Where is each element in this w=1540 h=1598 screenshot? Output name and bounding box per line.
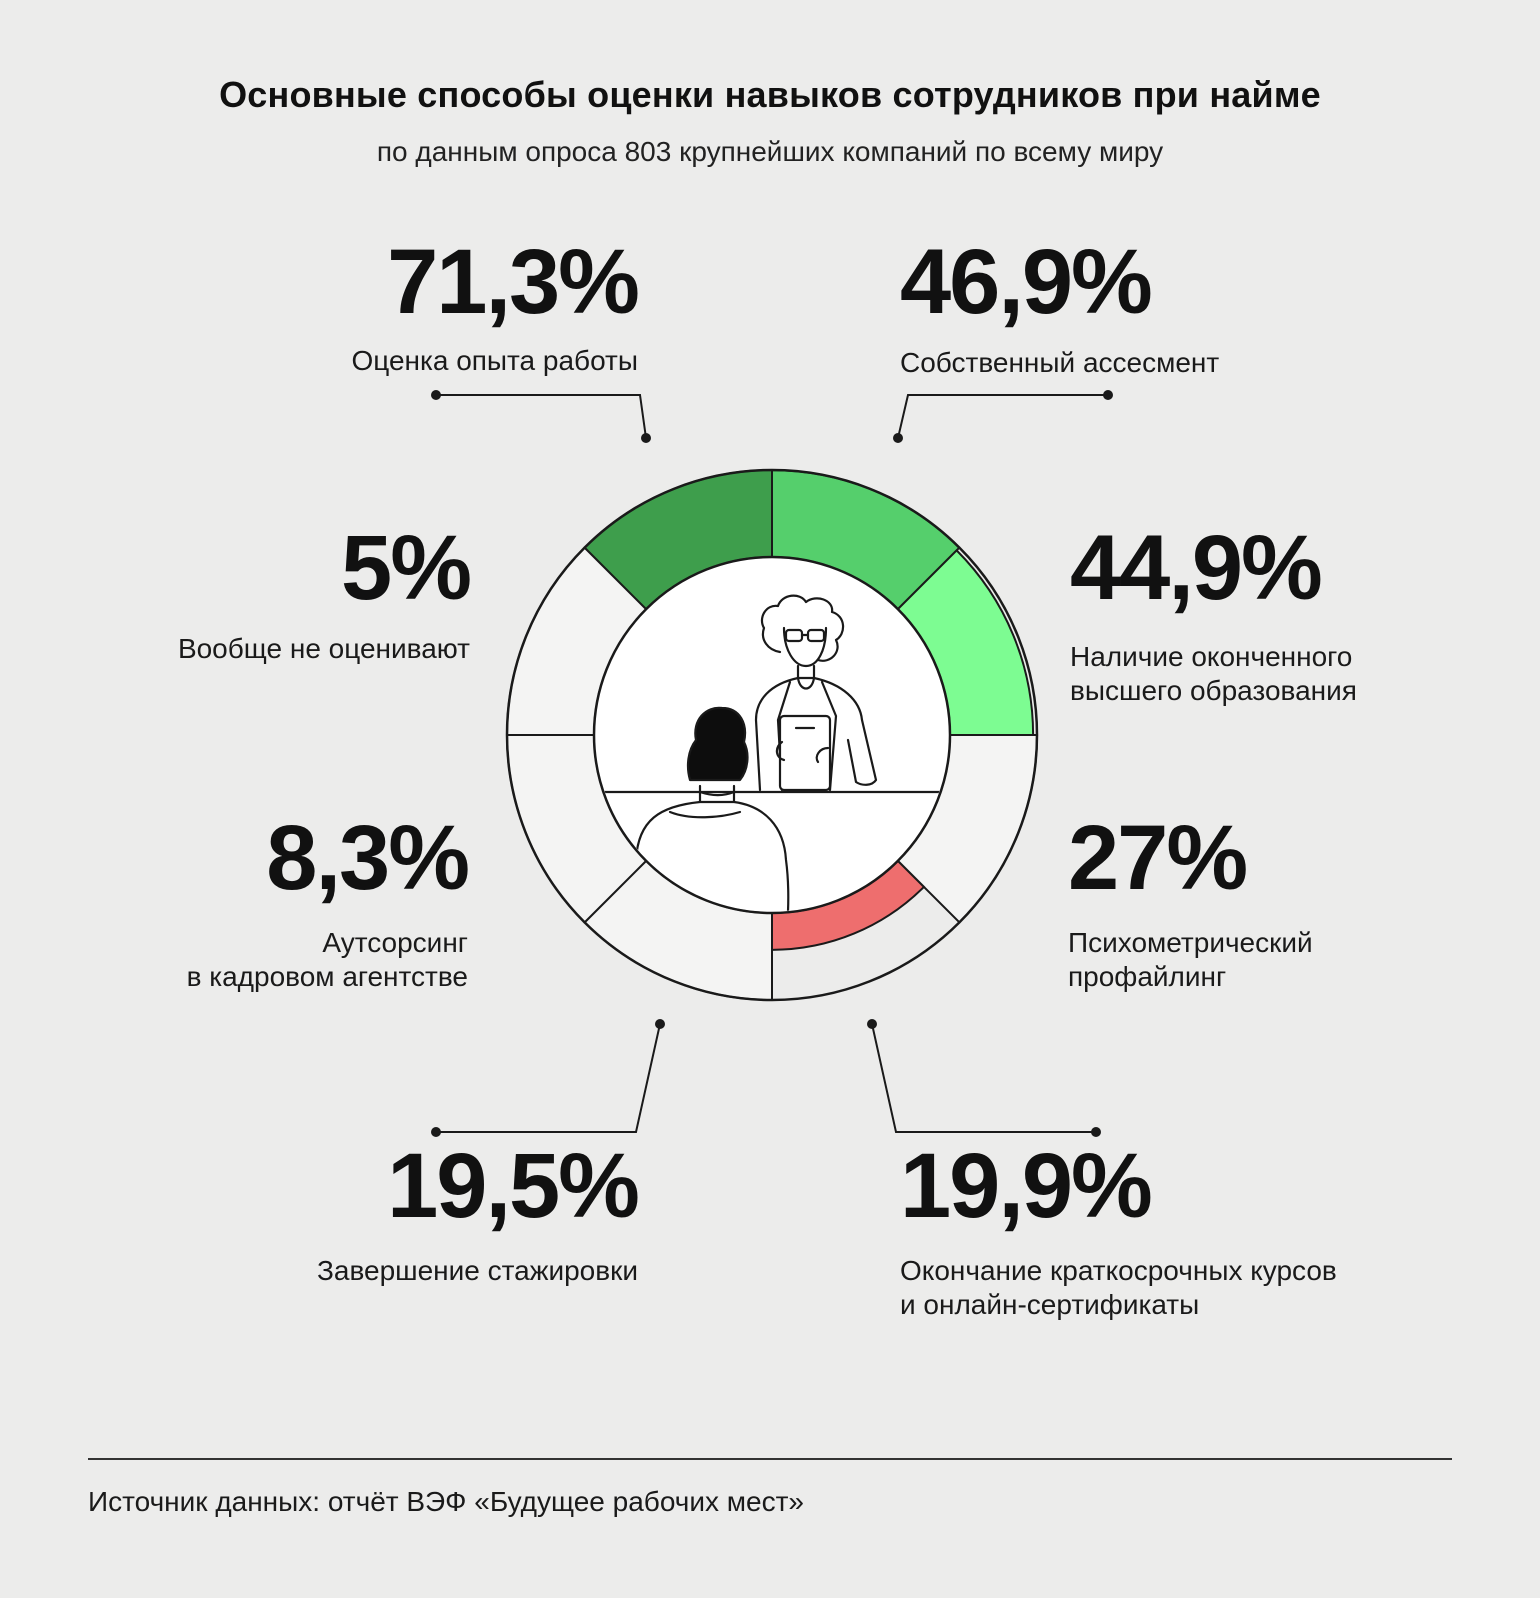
leader-dot: [1103, 390, 1113, 400]
value-label: 71,3%: [387, 231, 640, 333]
value-label: 19,9%: [900, 1135, 1153, 1237]
leader-dot: [431, 1127, 441, 1137]
category-label-line: профайлинг: [1068, 961, 1227, 992]
category-label-line: Завершение стажировки: [316, 1255, 638, 1286]
category-label-line: и онлайн-сертификаты: [900, 1289, 1200, 1320]
category-label-line: в кадровом агентстве: [186, 961, 468, 992]
value-label: 27%: [1068, 807, 1248, 909]
category-label: Собственный ассесмент: [900, 346, 1219, 380]
man-neck: [698, 784, 736, 804]
category-label-line: Наличие оконченного: [1070, 641, 1353, 672]
leader-dot: [431, 390, 441, 400]
woman-neck: [796, 664, 816, 680]
leader-dot: [1091, 1127, 1101, 1137]
leader-dot: [893, 433, 903, 443]
man-head: [686, 706, 749, 782]
woman-collar: [796, 676, 816, 690]
value-label: 19,5%: [387, 1135, 640, 1237]
value-label: 46,9%: [900, 231, 1153, 333]
category-label-line: Окончание краткосрочных курсов: [900, 1255, 1337, 1286]
category-label: Психометрический профайлинг: [1068, 926, 1313, 994]
value-label: 5%: [341, 517, 472, 619]
source-note: Источник данных: отчёт ВЭФ «Будущее рабо…: [88, 1486, 804, 1517]
value-label: 8,3%: [266, 807, 470, 909]
leader-dot: [867, 1019, 877, 1029]
leader-line: [436, 394, 647, 439]
leader-dot: [655, 1019, 665, 1029]
category-label-line: Вообще не оценивают: [177, 633, 470, 664]
leader-lines: [431, 390, 1113, 1137]
value-label: 44,9%: [1070, 517, 1323, 619]
man-shoulders: [668, 810, 742, 819]
leader-line: [897, 394, 1108, 439]
chart-subtitle: по данным опроса 803 крупнейших компаний…: [376, 136, 1164, 167]
category-label: Оценка опыта работы: [351, 344, 638, 378]
leader-line: [436, 1023, 661, 1133]
category-label: Наличие оконченного высшего образования: [1070, 640, 1357, 708]
category-label-line: Оценка опыта работы: [351, 345, 638, 376]
category-label: Вообще не оценивают: [178, 632, 470, 666]
category-label-line: высшего образования: [1070, 675, 1357, 706]
chart-title: Основные способы оценки навыков сотрудни…: [219, 74, 1321, 115]
category-label-line: Собственный ассесмент: [900, 347, 1220, 378]
woman-face: [782, 626, 828, 668]
footer-divider: [88, 1458, 1452, 1460]
category-label: Завершение стажировки: [317, 1254, 638, 1288]
clipboard-icon: [778, 714, 832, 792]
category-label: Аутсорсинг в кадровом агентстве: [187, 926, 468, 994]
leader-dot: [641, 433, 651, 443]
donut-segments: [505, 468, 1039, 1002]
category-label-line: Аутсорсинг: [322, 927, 468, 958]
category-label-line: Психометрический: [1068, 927, 1313, 958]
category-label: Окончание краткосрочных курсов и онлайн-с…: [900, 1254, 1337, 1322]
leader-line: [871, 1023, 1096, 1133]
donut-outer-ring: [505, 468, 1039, 1002]
hands: [775, 740, 830, 764]
